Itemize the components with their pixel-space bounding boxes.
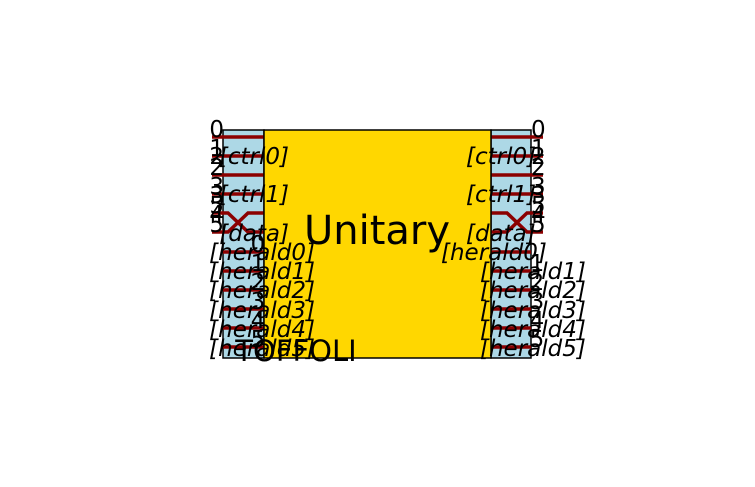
left-number: 0 (209, 117, 224, 143)
right-number: 2 (531, 155, 546, 181)
right-overlay-numbers: 1 2 3 4 5 (530, 251, 545, 353)
right-number: 1 (531, 136, 546, 162)
right-labels: [ctrl0] [ctrl1] [data] [herald0] [herald… (441, 144, 586, 362)
left-overlay-number: 2 (251, 270, 266, 296)
left-label-herald2: [herald2] (209, 278, 315, 304)
right-label-herald5: [herald5] (480, 336, 586, 362)
right-mode-numbers: 0 1 2 3 5 5 2 3 4 (531, 117, 546, 238)
left-number: 5 (209, 212, 224, 238)
right-label-ctrl0: [ctrl0] (466, 144, 536, 170)
left-wire-5 (212, 211, 264, 234)
left-overlay-number: 5 (251, 327, 266, 353)
right-wire-5 (491, 211, 543, 234)
left-overlay-numbers: 0 1 2 3 4 5 (251, 232, 266, 353)
left-label-herald5: [herald5] (209, 336, 315, 362)
left-overlay-number: 3 (251, 289, 266, 315)
unitary-box (263, 129, 492, 359)
left-side-box (222, 129, 265, 359)
left-label-herald4: [herald4] (209, 317, 315, 343)
left-label-ctrl0: [ctrl0] (219, 144, 289, 170)
left-number: 2 (209, 155, 224, 181)
right-label-herald0: [herald0] (441, 240, 547, 266)
left-label-data: [data] (219, 221, 289, 247)
right-number: 2 (531, 144, 546, 170)
left-number: 2 (209, 144, 224, 170)
right-number: 5 (531, 193, 546, 219)
left-label-herald1: [herald1] (209, 259, 315, 285)
right-overlay-number: 5 (530, 327, 545, 353)
right-label-herald4: [herald4] (480, 317, 586, 343)
right-label-herald2: [herald2] (480, 278, 586, 304)
left-mode-numbers: 0 1 2 3 5 5 2 3 4 (209, 117, 224, 238)
right-number: 3 (531, 174, 546, 200)
left-number: 4 (209, 202, 224, 228)
left-number: 3 (209, 174, 224, 200)
left-number: 3 (209, 183, 224, 209)
left-labels: [ctrl0] [ctrl1] [data] [herald0] [herald… (209, 144, 315, 362)
toffoli-label: TOFFOLI (234, 334, 356, 368)
right-label-ctrl1: [ctrl1] (466, 182, 536, 208)
left-number: 1 (209, 136, 224, 162)
right-number: 5 (531, 212, 546, 238)
right-label-herald1: [herald1] (480, 259, 586, 285)
left-overlay-number: 0 (251, 232, 266, 258)
unitary-title: Unitary (304, 208, 450, 254)
left-number: 5 (209, 193, 224, 219)
left-label-ctrl1: [ctrl1] (219, 182, 289, 208)
left-overlay-number: 1 (251, 251, 266, 277)
left-label-herald0: [herald0] (209, 240, 315, 266)
left-overlay-number: 4 (251, 308, 266, 334)
right-number: 4 (531, 202, 546, 228)
right-number: 3 (531, 183, 546, 209)
left-label-herald3: [herald3] (209, 298, 315, 324)
right-side-box (490, 129, 532, 359)
right-overlay-number: 4 (530, 308, 545, 334)
right-overlay-number: 1 (530, 251, 545, 277)
right-wires (491, 135, 543, 349)
right-overlay-number: 3 (530, 289, 545, 315)
right-overlay-number: 2 (530, 270, 545, 296)
right-label-data: [data] (466, 221, 536, 247)
right-label-herald3: [herald3] (480, 298, 586, 324)
left-wires (212, 135, 264, 349)
right-number: 0 (531, 117, 546, 143)
